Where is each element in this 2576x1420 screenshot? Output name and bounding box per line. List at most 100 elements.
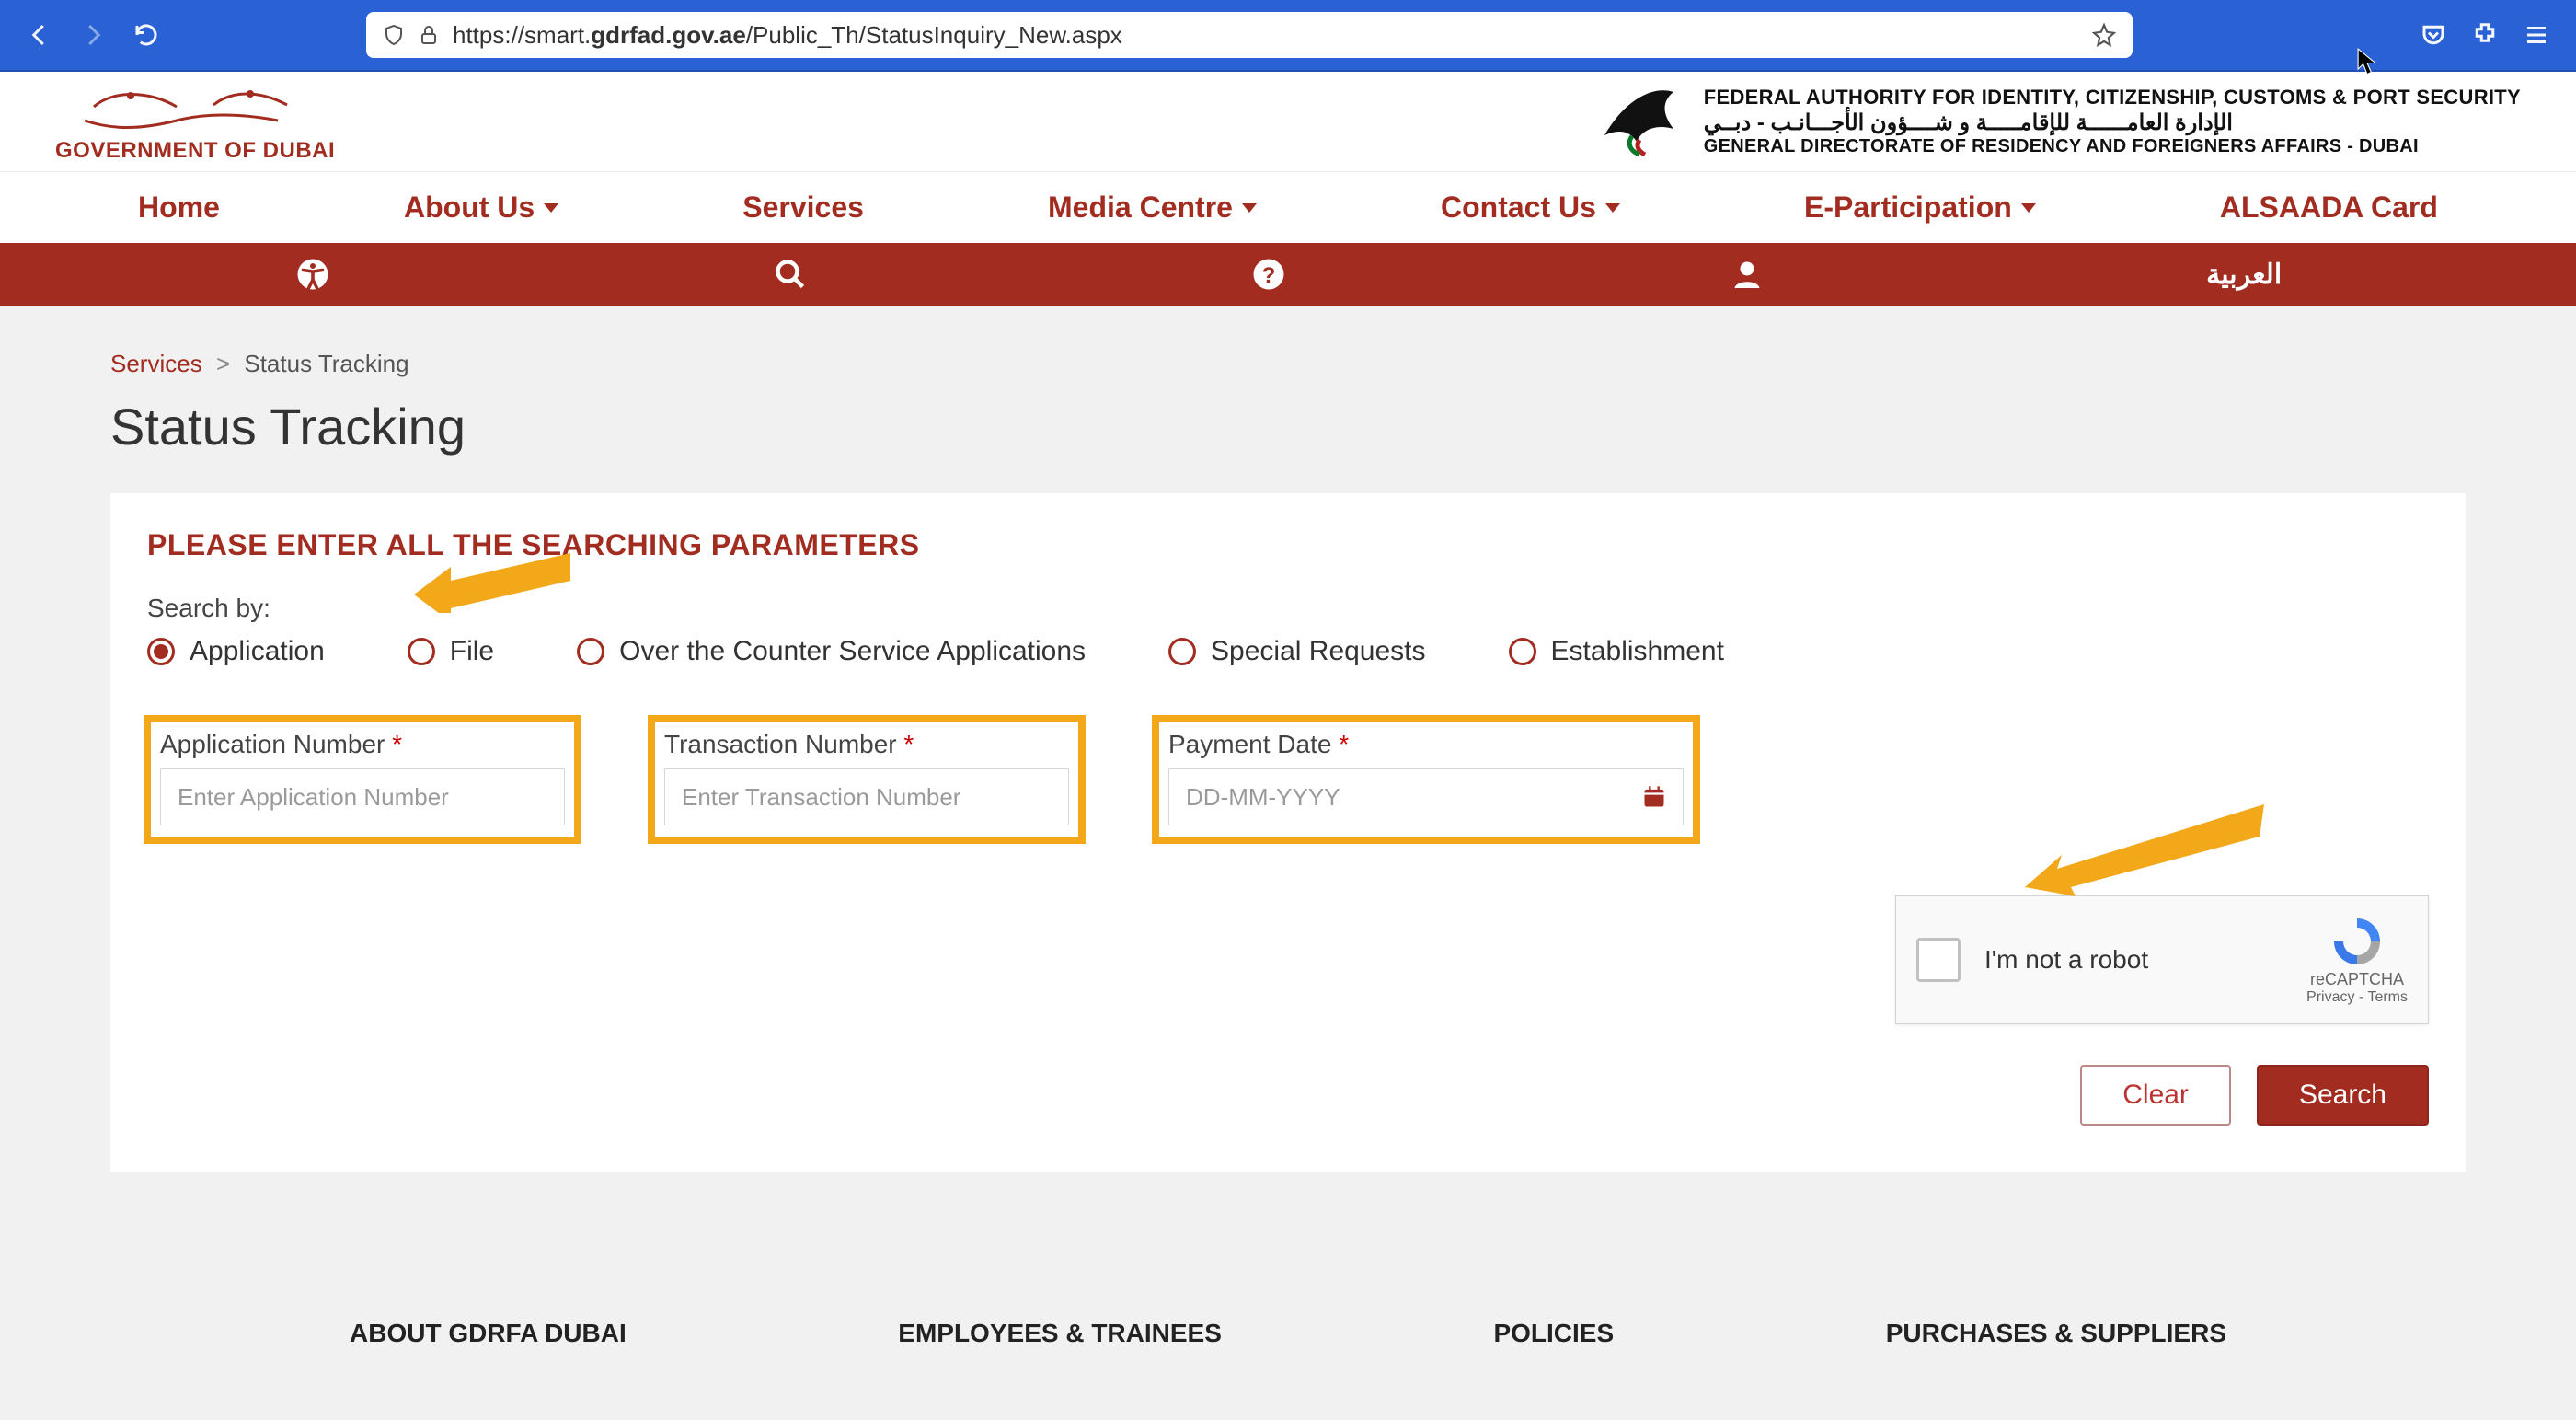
footer-col-policies[interactable]: POLICIES [1493, 1319, 1614, 1348]
recaptcha-terms[interactable]: Terms [2367, 989, 2408, 1005]
reload-icon[interactable] [132, 21, 160, 49]
authority-line3: GENERAL DIRECTORATE OF RESIDENCY AND FOR… [1704, 136, 2521, 157]
radio-establishment[interactable]: Establishment [1509, 636, 1724, 667]
gov-dubai-logo[interactable]: GOVERNMENT OF DUBAI [55, 79, 335, 164]
recaptcha: I'm not a robot reCAPTCHA Privacy - Term… [1895, 895, 2429, 1024]
card-heading: PLEASE ENTER ALL THE SEARCHING PARAMETER… [147, 528, 2429, 562]
breadcrumb-root[interactable]: Services [110, 350, 202, 377]
nav-item-media-centre[interactable]: Media Centre [1039, 172, 1266, 243]
app-no-label: Application Number * [160, 730, 565, 759]
browser-chrome: https://smart.gdrfad.gov.ae/Public_Th/St… [0, 0, 2576, 72]
txn-no-label: Transaction Number * [664, 730, 1069, 759]
svg-text:?: ? [1262, 263, 1276, 288]
field-payment-date: Payment Date * [1156, 719, 1696, 840]
search-button[interactable]: Search [2257, 1065, 2429, 1126]
language-switch[interactable]: العربية [2206, 259, 2282, 291]
radio-dot-icon [577, 638, 604, 665]
nav-item-label: E-Participation [1804, 190, 2012, 225]
gov-dubai-mark-icon [75, 79, 315, 134]
clear-button[interactable]: Clear [2080, 1065, 2231, 1126]
chevron-down-icon [544, 203, 558, 213]
nav-item-home[interactable]: Home [129, 172, 229, 243]
radio-dot-icon [147, 638, 175, 665]
main-nav-list: Home About Us Services Media Centre Contact … [46, 172, 2530, 243]
radio-over-the-counter-service-applications[interactable]: Over the Counter Service Applications [577, 636, 1086, 667]
url-path: /Public_Th/StatusInquiry_New.aspx [746, 21, 1122, 49]
footer-columns: ABOUT GDRFA DUBAI EMPLOYEES & TRAINEES POL… [147, 1319, 2429, 1348]
falcon-icon [1586, 85, 1687, 158]
authority-line2: الإدارة العامــــــة للإقامـــــة و شـــ… [1704, 110, 2521, 136]
recaptcha-label: I'm not a robot [1984, 945, 2148, 975]
search-card: PLEASE ENTER ALL THE SEARCHING PARAMETER… [110, 493, 2466, 1172]
main-nav: Home About Us Services Media Centre Contact … [0, 171, 2576, 243]
nav-item-about-us[interactable]: About Us [395, 172, 568, 243]
radio-label: Establishment [1551, 636, 1724, 667]
site-header: GOVERNMENT OF DUBAI FEDERAL AUTHORITY FO… [0, 72, 2576, 171]
breadcrumb: Services > Status Tracking [110, 350, 2466, 378]
radio-label: File [450, 636, 494, 667]
recaptcha-badge: reCAPTCHA Privacy - Terms [2306, 915, 2408, 1006]
pay-date-input[interactable] [1168, 768, 1684, 825]
radio-label: Special Requests [1211, 636, 1425, 667]
pocket-icon[interactable] [2420, 21, 2447, 49]
app-no-input[interactable] [160, 768, 565, 825]
pay-date-label: Payment Date * [1168, 730, 1684, 759]
recaptcha-brand: reCAPTCHA [2306, 970, 2408, 989]
cursor-glyph [2357, 48, 2377, 74]
radio-application[interactable]: Application [147, 636, 325, 667]
lock-icon [418, 24, 440, 46]
radio-dot-icon [408, 638, 435, 665]
nav-item-label: About Us [404, 190, 535, 225]
calendar-icon[interactable] [1641, 784, 1667, 810]
browser-right-icons [2420, 21, 2550, 49]
nav-item-label: ALSAADA Card [2220, 190, 2438, 225]
nav-item-label: Contact Us [1441, 190, 1596, 225]
bookmark-star-icon[interactable] [2092, 23, 2116, 47]
search-icon[interactable] [772, 256, 809, 293]
nav-item-services[interactable]: Services [733, 172, 873, 243]
gov-dubai-name: GOVERNMENT OF DUBAI [55, 138, 335, 164]
radio-label: Over the Counter Service Applications [619, 636, 1086, 667]
forward-icon[interactable] [79, 21, 107, 49]
authority-line1: FEDERAL AUTHORITY FOR IDENTITY, CITIZENS… [1704, 86, 2521, 110]
nav-item-alsaada-card[interactable]: ALSAADA Card [2211, 172, 2447, 243]
recaptcha-checkbox[interactable] [1916, 938, 1961, 982]
utility-bar: ? العربية [0, 243, 2576, 306]
footer-col-purchases-suppliers[interactable]: PURCHASES & SUPPLIERS [1886, 1319, 2226, 1348]
extensions-icon[interactable] [2471, 21, 2499, 49]
field-application-number: Application Number * [147, 719, 578, 840]
accessibility-icon[interactable] [294, 256, 331, 293]
radio-label: Application [190, 636, 325, 667]
url-prefix: https://smart. [453, 21, 591, 49]
nav-item-contact-us[interactable]: Contact Us [1432, 172, 1629, 243]
chevron-down-icon [1242, 203, 1257, 213]
recaptcha-privacy[interactable]: Privacy [2306, 989, 2354, 1005]
menu-icon[interactable] [2523, 21, 2550, 49]
footer-col-employees-trainees[interactable]: EMPLOYEES & TRAINEES [898, 1319, 1222, 1348]
recaptcha-logo-icon [2330, 915, 2384, 968]
nav-item-e-participation[interactable]: E-Participation [1795, 172, 2045, 243]
url-text: https://smart.gdrfad.gov.ae/Public_Th/St… [453, 21, 2079, 50]
footer-col-about-gdrfa-dubai[interactable]: ABOUT GDRFA DUBAI [350, 1319, 627, 1348]
form-actions: Clear Search [147, 1065, 2429, 1126]
chevron-down-icon [1605, 203, 1620, 213]
fields-row: Application Number * Transaction Number … [147, 719, 2429, 840]
nav-item-label: Home [138, 190, 220, 225]
authority-block: FEDERAL AUTHORITY FOR IDENTITY, CITIZENS… [1586, 85, 2521, 158]
radio-dot-icon [1509, 638, 1536, 665]
help-icon[interactable]: ? [1250, 256, 1287, 293]
chevron-down-icon [2021, 203, 2036, 213]
back-icon[interactable] [26, 21, 53, 49]
radio-special-requests[interactable]: Special Requests [1168, 636, 1425, 667]
page: Services > Status Tracking Status Tracki… [55, 306, 2521, 1245]
url-bar[interactable]: https://smart.gdrfad.gov.ae/Public_Th/St… [366, 12, 2133, 58]
url-domain: gdrfad.gov.ae [591, 21, 746, 49]
tracking-shield-icon[interactable] [383, 24, 405, 46]
breadcrumb-sep: > [216, 350, 230, 377]
page-title: Status Tracking [110, 397, 2466, 456]
radio-file[interactable]: File [408, 636, 494, 667]
browser-nav-buttons [26, 21, 160, 49]
txn-no-input[interactable] [664, 768, 1069, 825]
user-icon[interactable] [1729, 256, 1765, 293]
breadcrumb-current: Status Tracking [244, 350, 408, 377]
